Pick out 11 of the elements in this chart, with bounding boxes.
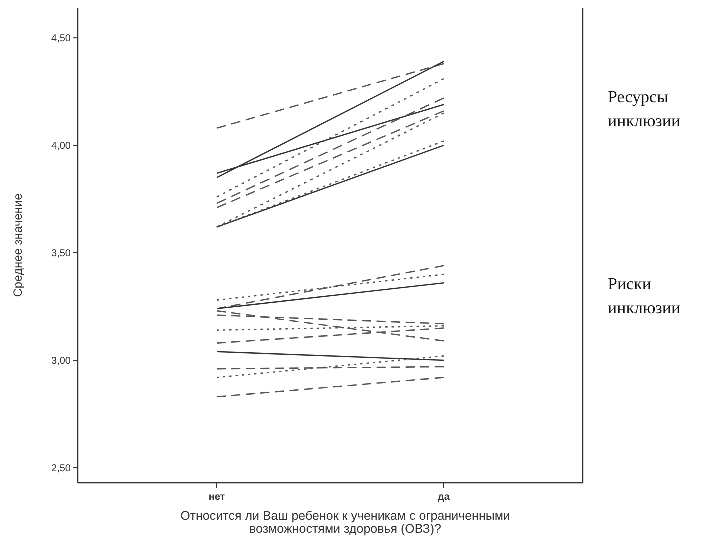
x-tick-label: да xyxy=(438,492,450,503)
y-tick-label: 3,00 xyxy=(52,356,72,367)
y-tick-label: 3,50 xyxy=(52,248,72,260)
y-axis-title: Среднее значение xyxy=(11,193,25,298)
x-axis-title: Относится ли Ваш ребенок к ученикам с ограниченными возможностями здоровья (ОВЗ)? xyxy=(180,509,510,536)
text: Ресурсы инклюзии xyxy=(608,88,681,131)
y-tick-label: 4,00 xyxy=(52,141,72,152)
y-tick-label: 4,50 xyxy=(52,34,72,45)
y-tick-label: 2,50 xyxy=(52,463,72,474)
text: Риски инклюзии xyxy=(608,274,681,318)
x-tick-label: нет xyxy=(208,492,226,503)
